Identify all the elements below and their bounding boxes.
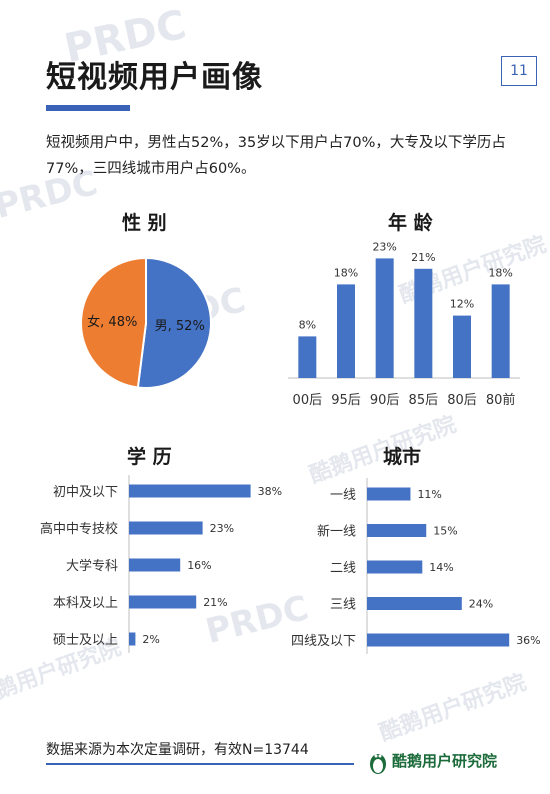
education-chart-title: 学 历 xyxy=(127,446,172,468)
city-bar xyxy=(367,524,427,537)
city-bar xyxy=(367,633,510,647)
education-bar xyxy=(129,558,181,572)
city-bar xyxy=(367,560,423,574)
age-bar xyxy=(491,284,510,378)
summary-text: 短视频用户中，男性占52%，35岁以下用户占70%，大专及以下学历占77%，三四… xyxy=(46,135,506,177)
city-data-label: 36% xyxy=(516,634,540,647)
age-chart-title: 年 龄 xyxy=(388,212,433,234)
pie-slice-0 xyxy=(136,256,212,389)
education-tick-label: 硕士及以上 xyxy=(53,633,118,648)
age-bar xyxy=(414,268,433,378)
age-tick-label: 85后 xyxy=(409,393,439,408)
education-tick-label: 初中及以下 xyxy=(53,485,118,500)
city-tick-label: 新一线 xyxy=(317,524,356,540)
city-bar xyxy=(367,487,411,501)
city-data-label: 24% xyxy=(469,598,493,611)
education-tick-label: 本科及以上 xyxy=(53,596,118,611)
age-data-label: 18% xyxy=(488,266,512,279)
pie-data-label: 女, 48% xyxy=(87,314,137,330)
education-data-label: 2% xyxy=(142,633,159,646)
education-data-label: 21% xyxy=(203,596,227,609)
brand-logo-text: 酷鹅用户研究院 xyxy=(392,752,498,770)
title-underline xyxy=(46,105,130,111)
education-bar xyxy=(129,521,203,535)
pie-data-label: 男, 52% xyxy=(155,319,205,334)
education-tick-label: 高中中专技校 xyxy=(40,521,118,537)
pie-slice-1 xyxy=(80,256,147,389)
city-chart-title: 城市 xyxy=(383,446,422,468)
age-tick-label: 80前 xyxy=(486,392,516,408)
age-bar xyxy=(298,336,317,378)
education-bar xyxy=(129,632,136,646)
city-tick-label: 一线 xyxy=(330,488,356,503)
education-data-label: 16% xyxy=(187,559,211,572)
education-tick-label: 大学专科 xyxy=(66,558,118,574)
page-number: 11 xyxy=(501,56,537,86)
age-data-label: 21% xyxy=(411,251,435,264)
age-tick-label: 00后 xyxy=(293,393,323,408)
city-data-label: 14% xyxy=(429,561,453,574)
age-data-label: 23% xyxy=(372,240,396,253)
age-bar xyxy=(337,284,355,378)
education-bar xyxy=(129,484,251,498)
data-source-note: 数据来源为本次定量调研，有效N=13744 xyxy=(46,742,309,758)
education-data-label: 23% xyxy=(210,522,234,535)
age-tick-label: 90后 xyxy=(370,393,400,408)
footer-rule xyxy=(46,763,354,765)
age-data-label: 8% xyxy=(299,318,316,331)
education-data-label: 38% xyxy=(258,485,282,498)
gender-chart-title: 性 别 xyxy=(122,212,167,234)
city-tick-label: 二线 xyxy=(330,561,356,576)
city-tick-label: 三线 xyxy=(330,598,356,613)
age-bar xyxy=(375,258,394,378)
age-tick-label: 95后 xyxy=(331,393,361,408)
city-data-label: 11% xyxy=(417,488,441,501)
city-bar xyxy=(367,597,462,610)
city-tick-label: 四线及以下 xyxy=(291,634,356,649)
age-data-label: 12% xyxy=(450,298,474,311)
age-tick-label: 80后 xyxy=(447,393,477,408)
age-bar xyxy=(453,315,471,378)
age-data-label: 18% xyxy=(334,266,358,279)
education-bar xyxy=(129,595,197,609)
page-title: 短视频用户画像 xyxy=(46,60,263,95)
city-data-label: 15% xyxy=(433,525,457,538)
